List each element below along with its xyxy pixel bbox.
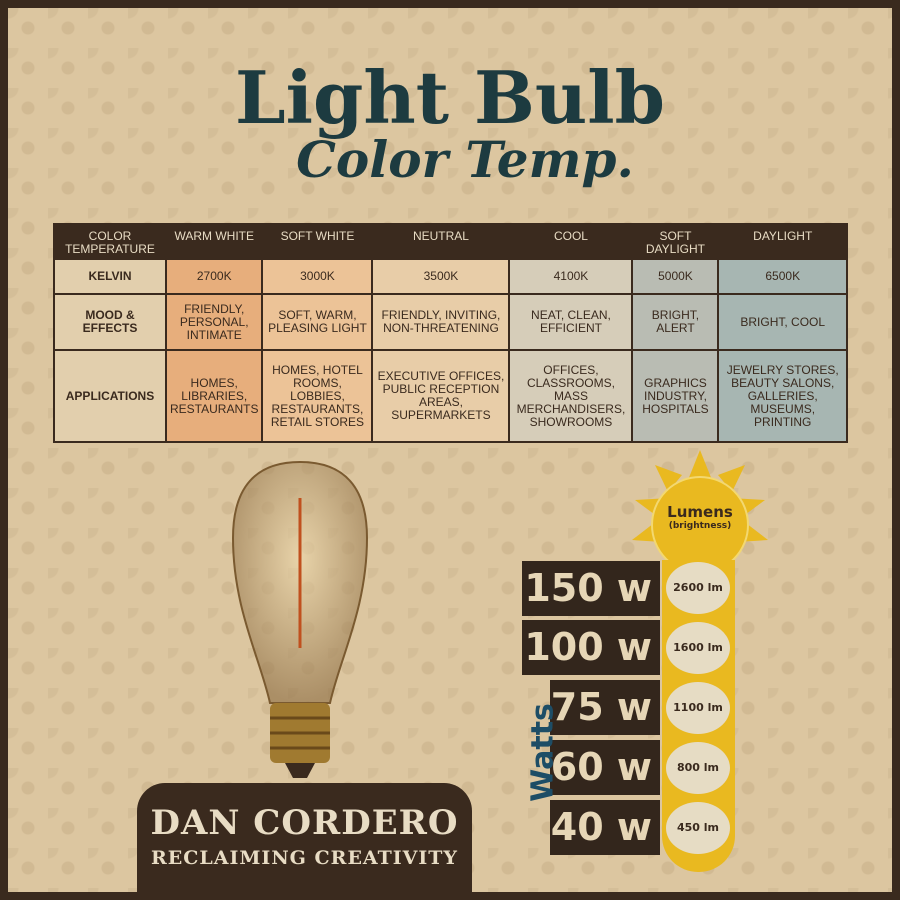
table-cell: 3000K — [261, 258, 374, 295]
header-cell: COOL — [508, 223, 634, 260]
page-subtitle: Color Temp. — [296, 130, 634, 189]
row-label: KELVIN — [53, 258, 167, 295]
edison-bulb-icon — [231, 460, 369, 778]
header-cell: SOFT DAYLIGHT — [631, 223, 720, 260]
table-cell: HOMES, LIBRARIES, RESTAURANTS — [164, 349, 264, 443]
table-cell: HOMES, HOTEL ROOMS, LOBBIES, RESTAURANTS… — [261, 349, 374, 443]
lumens-1600: 1600 lm — [666, 622, 730, 674]
logo: DAN CORDERO RECLAIMING CREATIVITY — [137, 783, 472, 900]
table-cell: BRIGHT, COOL — [717, 293, 848, 351]
page-title: Light Bulb — [235, 55, 665, 140]
table-cell: BRIGHT, ALERT — [631, 293, 720, 351]
table-cell: OFFICES, CLASSROOMS, MASS MERCHANDISERS,… — [508, 349, 634, 443]
lumens-subtitle: (brightness) — [668, 521, 732, 531]
row-label: MOOD & EFFECTS — [53, 293, 167, 351]
table-row: KELVIN 2700K 3000K 3500K 4100K 5000K 650… — [53, 258, 848, 295]
table-cell: NEAT, CLEAN, EFFICIENT — [508, 293, 634, 351]
table-cell: 6500K — [717, 258, 848, 295]
watts-75: 75 w — [550, 680, 660, 735]
table-cell: FRIENDLY, INVITING, NON-THREATENING — [371, 293, 511, 351]
lumens-800: 800 lm — [666, 742, 730, 794]
logo-tagline: RECLAIMING CREATIVITY — [151, 847, 458, 869]
lumens-450: 450 lm — [666, 802, 730, 854]
lumens-title: Lumens — [667, 503, 733, 521]
table-header-row: COLOR TEMPERATURE WARM WHITE SOFT WHITE … — [53, 223, 848, 260]
header-cell: DAYLIGHT — [717, 223, 848, 260]
lumens-heading: Lumens (brightness) — [650, 503, 750, 531]
table-cell: 4100K — [508, 258, 634, 295]
table-cell: 3500K — [371, 258, 511, 295]
logo-name: DAN CORDERO — [150, 803, 459, 843]
table-row: APPLICATIONS HOMES, LIBRARIES, RESTAURAN… — [53, 349, 848, 443]
row-label: APPLICATIONS — [53, 349, 167, 443]
color-temp-table: COLOR TEMPERATURE WARM WHITE SOFT WHITE … — [53, 223, 848, 443]
sun-icon — [632, 450, 768, 574]
table-cell: FRIENDLY, PERSONAL, INTIMATE — [164, 293, 264, 351]
table-row: MOOD & EFFECTS FRIENDLY, PERSONAL, INTIM… — [53, 293, 848, 351]
watts-100: 100 w — [522, 620, 660, 675]
lumens-1100: 1100 lm — [666, 682, 730, 734]
header-cell: WARM WHITE — [164, 223, 264, 260]
header-cell: NEUTRAL — [371, 223, 511, 260]
watts-axis-label: Watts — [525, 703, 561, 802]
watts-40: 40 w — [550, 800, 660, 855]
table-cell: EXECUTIVE OFFICES, PUBLIC RECEPTION AREA… — [371, 349, 511, 443]
table-cell: GRAPHICS INDUSTRY, HOSPITALS — [631, 349, 720, 443]
header-cell: SOFT WHITE — [261, 223, 374, 260]
watts-60: 60 w — [550, 740, 660, 795]
table-cell: 5000K — [631, 258, 720, 295]
table-cell: 2700K — [164, 258, 264, 295]
header-cell: COLOR TEMPERATURE — [53, 223, 167, 260]
table-cell: JEWELRY STORES, BEAUTY SALONS, GALLERIES… — [717, 349, 848, 443]
lumens-2600: 2600 lm — [666, 562, 730, 614]
watts-150: 150 w — [522, 561, 660, 616]
background — [8, 8, 892, 892]
table-cell: SOFT, WARM, PLEASING LIGHT — [261, 293, 374, 351]
